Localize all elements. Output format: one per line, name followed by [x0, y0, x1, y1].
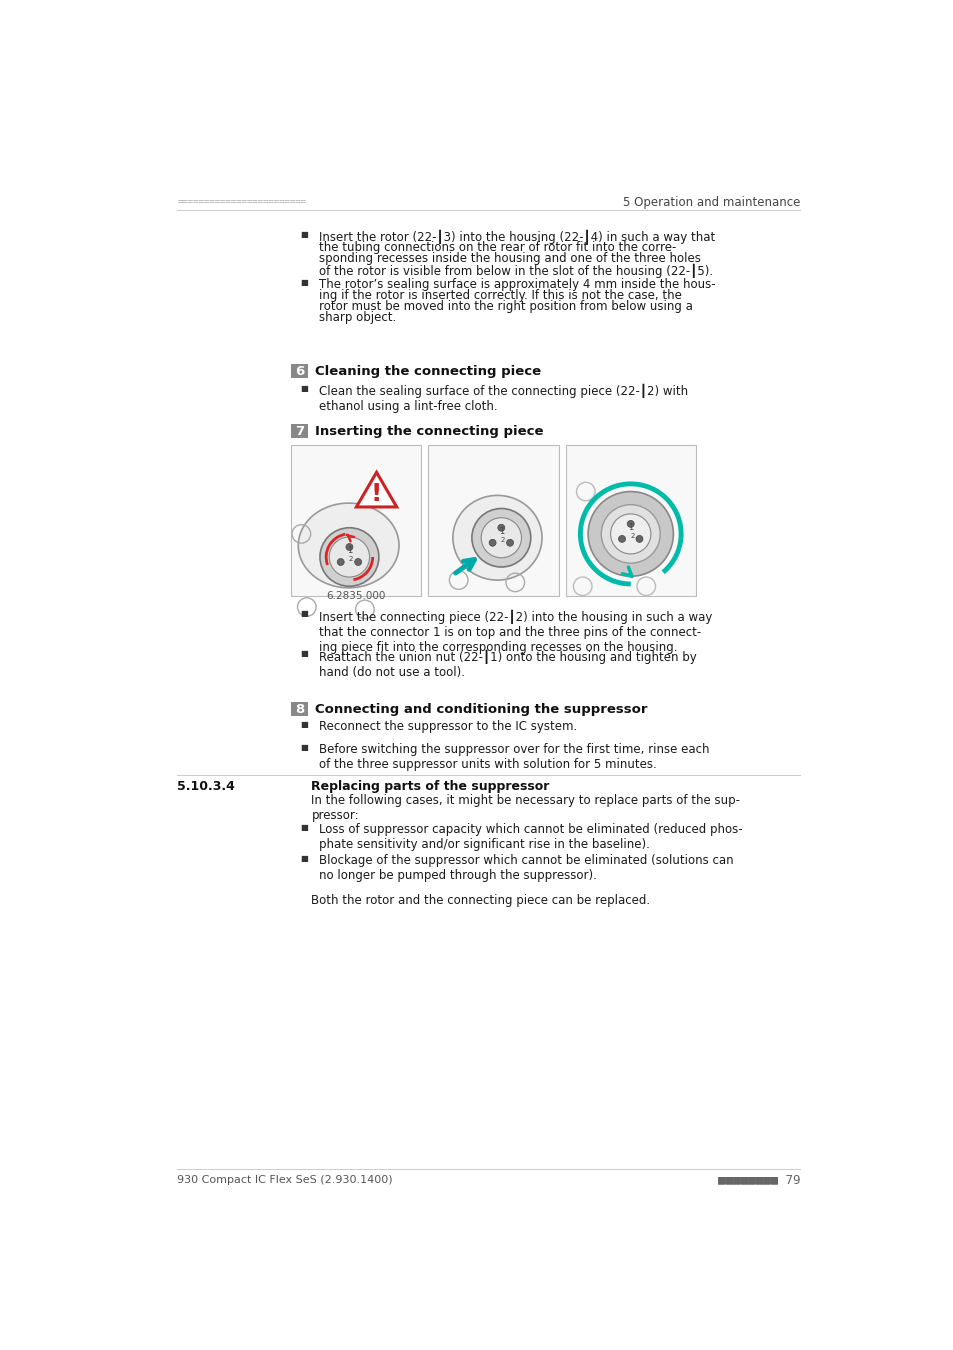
Text: Reattach the union nut (22-┃1) onto the housing and tighten by
hand (do not use : Reattach the union nut (22-┃1) onto the …	[319, 649, 697, 679]
Text: ■: ■	[300, 383, 308, 393]
Text: The rotor’s sealing surface is approximately 4 mm inside the hous-: The rotor’s sealing surface is approxima…	[319, 278, 715, 290]
Text: 1: 1	[347, 547, 352, 555]
Text: 2: 2	[500, 537, 504, 543]
Text: 930 Compact IC Flex SeS (2.930.1400): 930 Compact IC Flex SeS (2.930.1400)	[177, 1174, 393, 1185]
Text: ■: ■	[300, 744, 308, 752]
Text: ■: ■	[300, 824, 308, 833]
Circle shape	[618, 536, 625, 543]
Circle shape	[497, 524, 504, 531]
Text: Replacing parts of the suppressor: Replacing parts of the suppressor	[311, 780, 549, 794]
Circle shape	[346, 544, 353, 551]
FancyBboxPatch shape	[291, 446, 421, 595]
Text: Reconnect the suppressor to the IC system.: Reconnect the suppressor to the IC syste…	[319, 721, 577, 733]
Circle shape	[355, 559, 361, 566]
Ellipse shape	[453, 495, 541, 580]
Circle shape	[610, 514, 650, 554]
Text: sponding recesses inside the housing and one of the three holes: sponding recesses inside the housing and…	[319, 252, 700, 265]
Text: 2: 2	[349, 556, 353, 563]
Text: In the following cases, it might be necessary to replace parts of the sup-
press: In the following cases, it might be nece…	[311, 794, 740, 822]
Text: rotor must be moved into the right position from below using a: rotor must be moved into the right posit…	[319, 300, 692, 313]
Text: ■: ■	[300, 649, 308, 659]
Ellipse shape	[298, 504, 398, 587]
Text: Connecting and conditioning the suppressor: Connecting and conditioning the suppress…	[314, 703, 646, 716]
Text: 8: 8	[294, 703, 304, 716]
Circle shape	[480, 518, 521, 558]
Text: ■: ■	[300, 609, 308, 618]
Circle shape	[329, 537, 369, 576]
Text: ========================: ========================	[177, 197, 306, 207]
Text: 1: 1	[498, 526, 503, 536]
Circle shape	[600, 505, 659, 563]
FancyBboxPatch shape	[291, 363, 308, 378]
Text: 2: 2	[629, 533, 634, 539]
Text: Cleaning the connecting piece: Cleaning the connecting piece	[314, 364, 540, 378]
Text: 5 Operation and maintenance: 5 Operation and maintenance	[622, 196, 800, 208]
Text: Insert the connecting piece (22-┃2) into the housing in such a way
that the conn: Insert the connecting piece (22-┃2) into…	[319, 609, 712, 653]
Text: !: !	[371, 482, 382, 506]
Circle shape	[627, 521, 634, 528]
Text: 1: 1	[627, 524, 633, 532]
Circle shape	[489, 539, 496, 547]
Text: Clean the sealing surface of the connecting piece (22-┃2) with
ethanol using a l: Clean the sealing surface of the connect…	[319, 383, 688, 413]
Text: Blockage of the suppressor which cannot be eliminated (solutions can
no longer b: Blockage of the suppressor which cannot …	[319, 855, 733, 883]
Circle shape	[636, 536, 642, 543]
Text: the tubing connections on the rear of rotor fit into the corre-: the tubing connections on the rear of ro…	[319, 240, 676, 254]
Text: ■: ■	[300, 721, 308, 729]
Circle shape	[336, 559, 344, 566]
FancyBboxPatch shape	[291, 424, 308, 439]
Text: Insert the rotor (22-┃3) into the housing (22-┃4) in such a way that: Insert the rotor (22-┃3) into the housin…	[319, 230, 715, 244]
Text: Before switching the suppressor over for the first time, rinse each
of the three: Before switching the suppressor over for…	[319, 744, 709, 771]
FancyBboxPatch shape	[565, 446, 695, 595]
Text: ing if the rotor is inserted correctly. If this is not the case, the: ing if the rotor is inserted correctly. …	[319, 289, 681, 301]
FancyBboxPatch shape	[428, 446, 558, 595]
Text: Both the rotor and the connecting piece can be replaced.: Both the rotor and the connecting piece …	[311, 894, 650, 907]
Circle shape	[472, 509, 530, 567]
Circle shape	[319, 528, 378, 586]
Text: 7: 7	[294, 425, 304, 437]
Polygon shape	[356, 472, 396, 508]
Text: Loss of suppressor capacity which cannot be eliminated (reduced phos-
phate sens: Loss of suppressor capacity which cannot…	[319, 824, 742, 852]
Text: ■: ■	[300, 855, 308, 863]
Text: sharp object.: sharp object.	[319, 310, 396, 324]
Text: 5.10.3.4: 5.10.3.4	[177, 780, 235, 794]
Text: 6: 6	[294, 364, 304, 378]
Circle shape	[587, 491, 673, 576]
Text: 6.2835.000: 6.2835.000	[326, 591, 386, 601]
Text: of the rotor is visible from below in the slot of the housing (22-┃5).: of the rotor is visible from below in th…	[319, 263, 713, 278]
Text: ■■■■■■■■ 79: ■■■■■■■■ 79	[718, 1173, 800, 1187]
Text: ■: ■	[300, 230, 308, 239]
Text: ■: ■	[300, 278, 308, 286]
FancyBboxPatch shape	[291, 702, 308, 717]
Text: Inserting the connecting piece: Inserting the connecting piece	[314, 425, 542, 437]
Circle shape	[506, 539, 513, 547]
